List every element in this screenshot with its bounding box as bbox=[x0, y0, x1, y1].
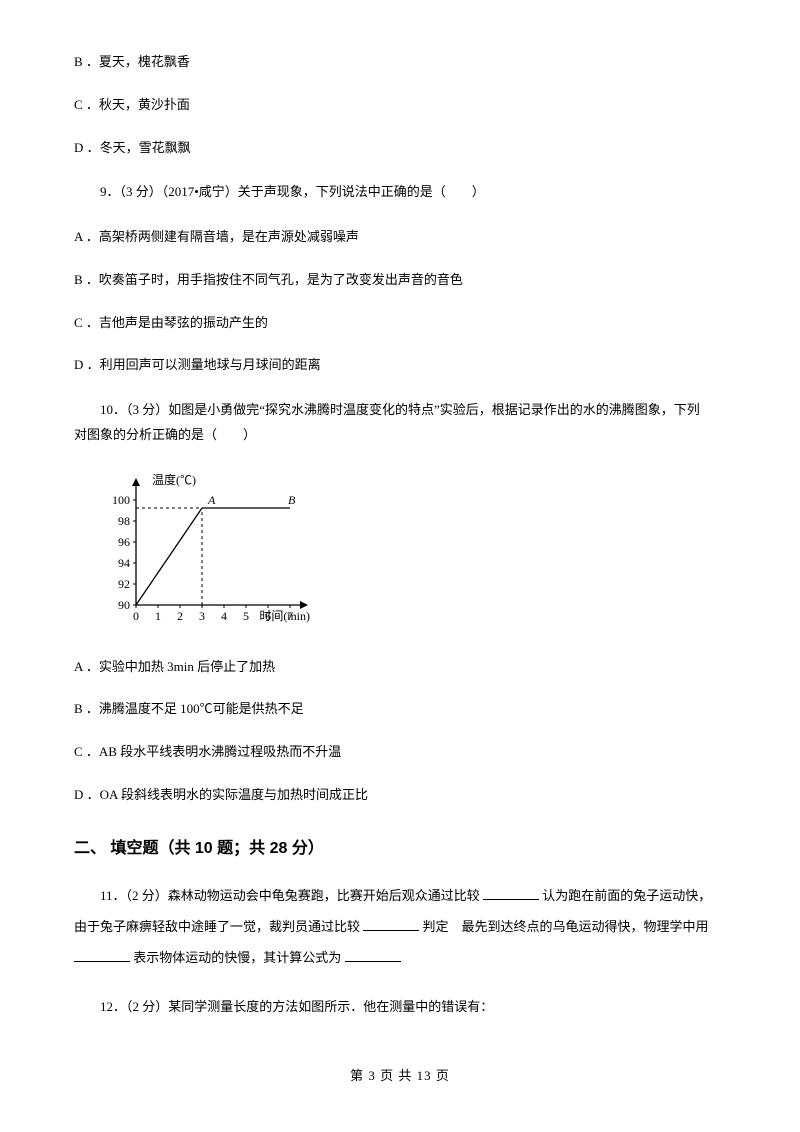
q11-d: 判定 最先到达终点的乌龟运动得快，物理学中用 bbox=[423, 919, 709, 934]
svg-text:94: 94 bbox=[118, 556, 130, 570]
q10-stem: 10．（3 分）如图是小勇做完“探究水沸腾时温度变化的特点”实验后，根据记录作出… bbox=[74, 398, 726, 447]
svg-text:96: 96 bbox=[118, 535, 130, 549]
svg-text:5: 5 bbox=[243, 609, 249, 623]
q11-e: 表示物体运动的快慢，其计算公式为 bbox=[133, 950, 344, 965]
q10-stem-b: 对图象的分析正确的是（ ） bbox=[74, 427, 256, 442]
chart-svg: 909294969810001234567AB温度(℃)时间(min) bbox=[104, 470, 314, 630]
svg-text:90: 90 bbox=[118, 598, 130, 612]
svg-text:4: 4 bbox=[221, 609, 227, 623]
blank-3 bbox=[74, 948, 130, 962]
q9-option-b: B ．吹奏笛子时，用手指按住不同气孔，是为了改变发出声音的音色 bbox=[74, 270, 726, 291]
blank-1 bbox=[483, 886, 539, 900]
q11: 11．（2 分）森林动物运动会中龟兔赛跑，比赛开始后观众通过比较 认为跑在前面的… bbox=[74, 880, 726, 974]
q9-option-a: A ．高架桥两侧建有隔音墙，是在声源处减弱噪声 bbox=[74, 227, 726, 248]
svg-text:3: 3 bbox=[199, 609, 205, 623]
q11-b: 认为跑在前面的兔子运动快， bbox=[542, 888, 711, 903]
page: B ．夏天，槐花飘香 C ．秋天，黄沙扑面 D ．冬天，雪花飘飘 9．（3 分）… bbox=[0, 0, 800, 1114]
svg-text:时间(min): 时间(min) bbox=[259, 609, 310, 623]
q9-option-c: C ．吉他声是由琴弦的振动产生的 bbox=[74, 313, 726, 334]
q10-option-d: D ．OA 段斜线表明水的实际温度与加热时间成正比 bbox=[74, 785, 726, 806]
q10-option-c: C ．AB 段水平线表明水沸腾过程吸热而不升温 bbox=[74, 742, 726, 763]
q11-c: 由于兔子麻痹轻敌中途睡了一觉，裁判员通过比较 bbox=[74, 919, 363, 934]
q9-option-d: D ．利用回声可以测量地球与月球间的距离 bbox=[74, 355, 726, 376]
svg-text:98: 98 bbox=[118, 514, 130, 528]
option-b: B ．夏天，槐花飘香 bbox=[74, 52, 726, 73]
blank-2 bbox=[363, 917, 419, 931]
svg-text:0: 0 bbox=[133, 609, 139, 623]
svg-text:1: 1 bbox=[155, 609, 161, 623]
svg-text:A: A bbox=[207, 493, 216, 507]
svg-text:100: 100 bbox=[112, 493, 130, 507]
boiling-chart: 909294969810001234567AB温度(℃)时间(min) bbox=[104, 470, 726, 635]
q10-stem-a: 10．（3 分）如图是小勇做完“探究水沸腾时温度变化的特点”实验后，根据记录作出… bbox=[74, 398, 700, 423]
svg-text:92: 92 bbox=[118, 577, 130, 591]
svg-text:B: B bbox=[288, 493, 296, 507]
svg-text:温度(℃): 温度(℃) bbox=[152, 472, 196, 487]
section-2-title: 二、 填空题（共 10 题；共 28 分） bbox=[74, 834, 726, 858]
q10-option-a: A ．实验中加热 3min 后停止了加热 bbox=[74, 657, 726, 678]
q12: 12．（2 分）某同学测量长度的方法如图所示．他在测量中的错误有： bbox=[74, 995, 726, 1020]
q11-a: 11．（2 分）森林动物运动会中龟兔赛跑，比赛开始后观众通过比较 bbox=[74, 880, 480, 911]
q10-option-b: B ．沸腾温度不足 100℃可能是供热不足 bbox=[74, 699, 726, 720]
page-footer: 第 3 页 共 13 页 bbox=[74, 1065, 726, 1084]
blank-4 bbox=[345, 948, 401, 962]
svg-text:2: 2 bbox=[177, 609, 183, 623]
option-d: D ．冬天，雪花飘飘 bbox=[74, 138, 726, 159]
option-c: C ．秋天，黄沙扑面 bbox=[74, 95, 726, 116]
q9-stem: 9．（3 分）（2017•咸宁）关于声现象，下列说法中正确的是（ ） bbox=[74, 180, 726, 205]
